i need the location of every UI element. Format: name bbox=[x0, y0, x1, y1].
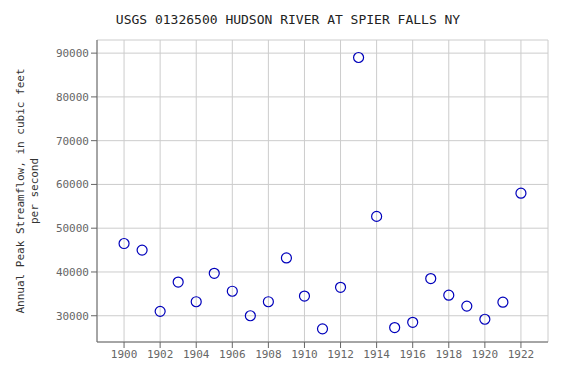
svg-text:30000: 30000 bbox=[56, 310, 89, 323]
svg-text:1920: 1920 bbox=[472, 348, 499, 361]
svg-text:1916: 1916 bbox=[399, 348, 426, 361]
svg-text:1902: 1902 bbox=[147, 348, 174, 361]
svg-text:1922: 1922 bbox=[508, 348, 535, 361]
svg-text:80000: 80000 bbox=[56, 91, 89, 104]
svg-text:1904: 1904 bbox=[183, 348, 210, 361]
svg-text:50000: 50000 bbox=[56, 222, 89, 235]
html-text:USGS 01326500 HUDSON RIVER AT: USGS 01326500 HUDSON RIVER AT SPIER FALL… bbox=[115, 12, 461, 27]
svg-text:60000: 60000 bbox=[56, 178, 89, 191]
svg-text:1906: 1906 bbox=[219, 348, 246, 361]
svg-text:1910: 1910 bbox=[291, 348, 318, 361]
svg-text:90000: 90000 bbox=[56, 47, 89, 60]
svg-text:1900: 1900 bbox=[111, 348, 138, 361]
svg-text:1912: 1912 bbox=[327, 348, 354, 361]
svg-text:Annual Peak Streamflow, in cub: Annual Peak Streamflow, in cubic feetper… bbox=[14, 68, 41, 313]
svg-text:1908: 1908 bbox=[255, 348, 282, 361]
svg-text:1918: 1918 bbox=[436, 348, 463, 361]
svg-text:1914: 1914 bbox=[363, 348, 390, 361]
svg-text:40000: 40000 bbox=[56, 266, 89, 279]
svg-text:70000: 70000 bbox=[56, 135, 89, 148]
